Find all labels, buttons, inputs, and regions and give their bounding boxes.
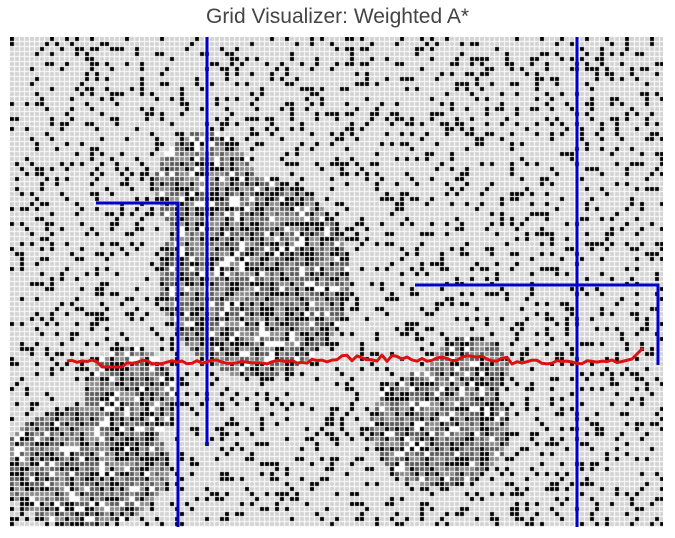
grid-canvas[interactable] (10, 37, 663, 527)
barrier-line (96, 201, 180, 527)
page-title: Grid Visualizer: Weighted A* (205, 5, 470, 28)
path-line (66, 346, 645, 369)
grid-overlay (66, 37, 660, 527)
grid-visualizer[interactable] (10, 37, 663, 527)
barrier-line (415, 283, 660, 365)
barrier-lines (96, 37, 660, 527)
